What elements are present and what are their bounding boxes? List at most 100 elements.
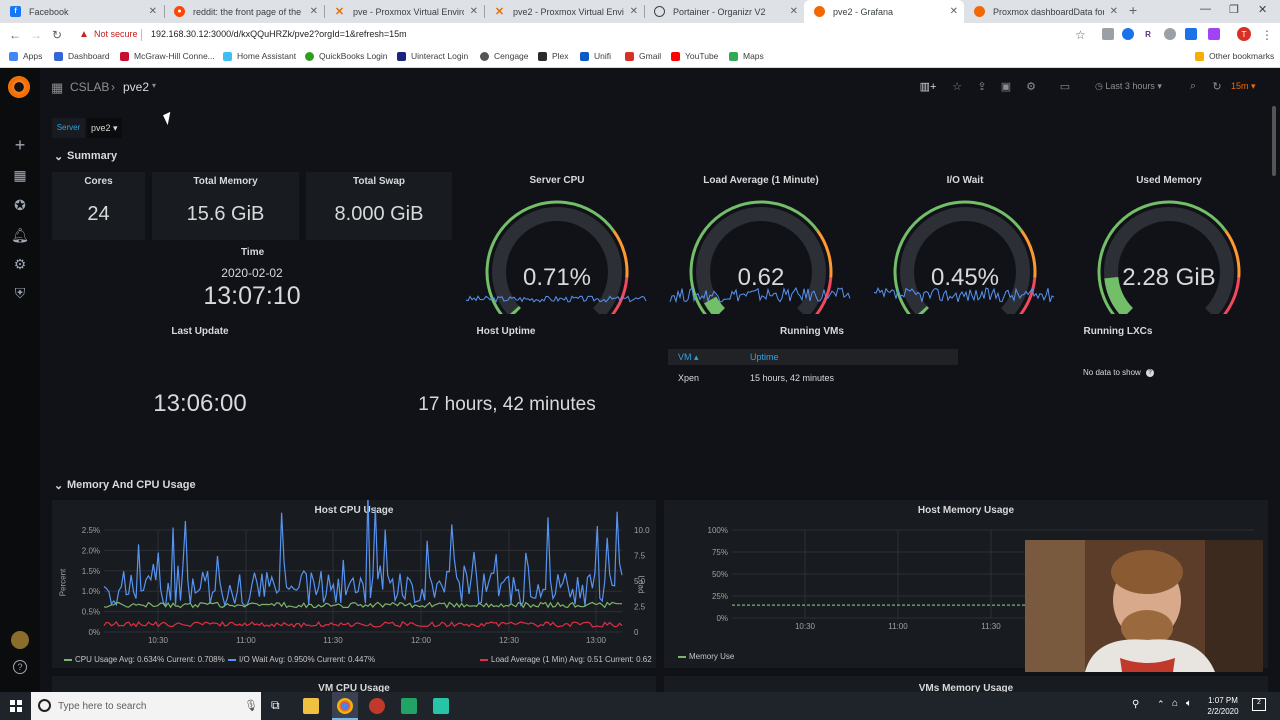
add-panel-icon[interactable]: ▥+ [919,81,937,93]
bookmark-star-icon[interactable]: ☆ [1075,28,1086,42]
bookmark-mcgraw-hill[interactable]: McGraw-Hill Conne... [120,51,215,61]
refresh-interval[interactable]: 15m ▾ [1231,81,1256,91]
legend-load-average[interactable]: Load Average (1 Min) Avg: 0.51 Current: … [480,655,652,664]
browser-tab[interactable]: Portainer - Organizr V2 ✕ [644,0,804,23]
bookmark-maps[interactable]: Maps [729,51,764,61]
page-scrollbar[interactable] [1272,106,1276,176]
legend-cpu-usage[interactable]: CPU Usage Avg: 0.634% Current: 0.708% [64,655,225,664]
save-icon[interactable]: ▣ [1000,81,1012,93]
bookmark-plex[interactable]: Plex [538,51,569,61]
extension-icon[interactable] [1208,28,1220,40]
close-window-button[interactable]: ✕ [1258,4,1268,16]
caret-down-icon[interactable]: ▾ [152,81,157,90]
panel-title: Total Swap [352,176,406,187]
extension-icon[interactable] [1185,28,1197,40]
server-variable-select[interactable]: pve2 ▾ [87,118,122,138]
share-icon[interactable]: ⇪ [977,81,987,93]
plus-icon[interactable]: + [14,134,26,155]
chrome-icon[interactable] [337,698,353,714]
extension-icon[interactable] [1122,28,1134,40]
legend-memory-use[interactable]: Memory Use [678,652,734,661]
row-title-memory-cpu[interactable]: Memory And CPU Usage [67,479,196,491]
task-view-icon[interactable]: ⧉ [271,698,280,712]
alerting-bell-icon[interactable]: 🔔︎ [11,226,29,243]
bookmark-unifi[interactable]: Unifi [580,51,611,61]
zoom-out-icon[interactable]: ⌕ [1189,80,1197,92]
bookmark-dashboard[interactable]: Dashboard [54,51,110,61]
user-avatar[interactable] [11,631,29,649]
row-collapse-icon[interactable]: ⌄ [54,151,64,163]
extension-icon[interactable] [1164,28,1176,40]
configuration-gear-icon[interactable]: ⚙ [13,255,27,272]
volume-icon[interactable]: 🔈︎ [1186,698,1192,709]
breadcrumb-folder[interactable]: CSLAB [70,80,110,94]
no-data-text: No data to show [1083,368,1141,377]
row-collapse-icon[interactable]: ⌄ [54,480,64,492]
bookmark-home-assistant[interactable]: Home Assistant [223,51,296,61]
bookmark-youtube[interactable]: YouTube [671,51,718,61]
profile-avatar[interactable]: T [1237,27,1251,41]
reload-icon[interactable]: ↻ [52,28,63,42]
back-arrow-icon[interactable]: ← [9,28,21,42]
not-secure-label[interactable]: Not secure [94,29,138,39]
dashboard-title[interactable]: pve2 [123,80,150,94]
server-admin-shield-icon[interactable]: ⛨ [14,284,26,301]
file-explorer-icon[interactable] [303,698,319,714]
address-bar[interactable]: 192.168.30.12:3000/d/kxQQuHRZk/pve2?orgI… [151,29,407,39]
windows-start-icon[interactable] [10,700,22,712]
browser-tab[interactable]: f Facebook ✕ [0,0,163,23]
minimize-button[interactable]: — [1200,3,1211,15]
browser-tab-active[interactable]: pve2 - Grafana ✕ [804,0,964,23]
grafana-logo-icon[interactable] [8,76,30,98]
refresh-icon[interactable]: ↻ [1212,81,1222,93]
other-bookmarks[interactable]: Other bookmarks [1195,51,1274,61]
excel-icon[interactable] [401,698,417,714]
browser-tab[interactable]: ● reddit: the front page of the inte ✕ [164,0,324,23]
close-tab-icon[interactable]: ✕ [148,6,157,17]
table-header-uptime[interactable]: Uptime [750,352,779,362]
close-tab-icon[interactable]: ✕ [309,6,318,17]
menu-kebab-icon[interactable]: ⋮ [1261,28,1273,42]
extension-icon[interactable] [1102,28,1114,40]
help-icon[interactable]: ? [13,660,27,674]
notifications-icon[interactable]: 2 [1252,698,1266,711]
bookmark-quickbooks[interactable]: QuickBooks Login [305,51,388,61]
bookmark-apps[interactable]: Apps [9,51,42,61]
new-tab-button[interactable]: + [1129,2,1138,18]
network-icon[interactable]: ⌂ [1172,698,1179,709]
settings-gear-icon[interactable]: ⚙ [1026,81,1036,93]
teamviewer-icon[interactable] [433,698,449,714]
star-icon[interactable]: ☆ [952,81,962,93]
bookmark-gmail[interactable]: Gmail [625,51,661,61]
forward-arrow-icon[interactable]: → [30,28,42,42]
obs-icon[interactable] [369,698,385,714]
extension-icon[interactable]: R [1145,29,1151,39]
maximize-button[interactable]: ❐ [1229,4,1239,16]
browser-tab[interactable]: ✕ pve2 - Proxmox Virtual Environm ✕ [484,0,644,23]
tab-title: pve2 - Proxmox Virtual Environm [513,6,624,17]
close-tab-icon[interactable]: ✕ [629,6,638,17]
explore-compass-icon[interactable]: ✪ [14,196,26,213]
table-header-vm[interactable]: VM ▴ [678,352,699,362]
browser-tab[interactable]: Proxmox dashboardData for Gra ✕ [964,0,1124,23]
close-tab-icon[interactable]: ✕ [949,6,958,17]
legend-io-wait[interactable]: I/O Wait Avg: 0.950% Current: 0.447% [228,655,375,664]
people-icon[interactable]: ⚲ [1132,699,1140,710]
warning-triangle-icon[interactable]: ▲ [79,29,89,40]
tab-divider [164,5,165,18]
microphone-icon[interactable]: 🎙︎ [244,700,258,712]
time-picker[interactable]: ◷ Last 3 hours ▾ [1095,81,1162,91]
chevron-up-icon[interactable]: ⌃ [1157,699,1165,709]
info-icon[interactable]: ? [1146,369,1154,377]
row-title-summary[interactable]: Summary [67,150,118,162]
dashboards-grid-icon[interactable]: ▦ [13,166,27,183]
close-tab-icon[interactable]: ✕ [469,6,478,17]
browser-tab[interactable]: ✕ pve - Proxmox Virtual Environme ✕ [324,0,484,23]
bookmark-cengage[interactable]: Cengage [480,51,529,61]
bookmark-uinteract[interactable]: Uinteract Login [397,51,468,61]
tv-mode-icon[interactable]: ▭ [1059,81,1071,93]
close-tab-icon[interactable]: ✕ [1109,6,1118,17]
close-tab-icon[interactable]: ✕ [789,6,798,17]
taskbar-clock[interactable]: 1:07 PM 2/2/2020 [1207,696,1239,716]
taskbar-search-input[interactable]: Type here to search [31,692,261,720]
